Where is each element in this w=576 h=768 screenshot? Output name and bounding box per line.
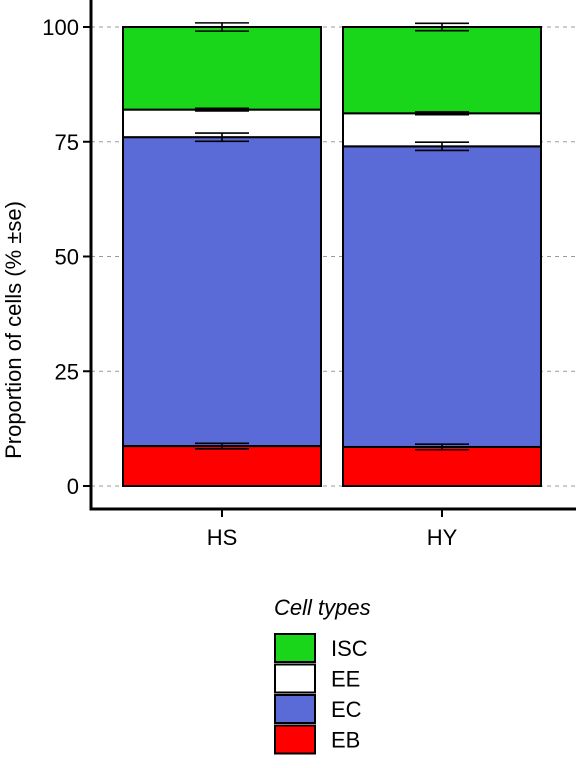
legend-item-EE: EE — [275, 665, 360, 693]
legend: ISC EE EC EB — [275, 634, 368, 754]
y-tick-label-50: 50 — [55, 245, 79, 270]
bar-HY-EE — [343, 113, 541, 146]
legend-label-EC: EC — [331, 697, 362, 722]
legend-key-ISC — [275, 634, 315, 662]
legend-label-EE: EE — [331, 667, 360, 692]
bar-HY-EC — [343, 146, 541, 447]
legend-key-EE — [275, 665, 315, 693]
y-tick-label-25: 25 — [55, 359, 79, 384]
legend-label-EB: EB — [331, 728, 360, 753]
bar-HS-ISC — [123, 27, 321, 110]
legend-title: Cell types — [274, 595, 371, 620]
y-tick-label-0: 0 — [67, 474, 79, 499]
y-tick-label-100: 100 — [42, 15, 79, 40]
legend-label-ISC: ISC — [331, 636, 368, 661]
bar-HY-ISC — [343, 27, 541, 113]
legend-item-EB: EB — [275, 726, 360, 754]
bar-HS-EC — [123, 137, 321, 446]
legend-item-EC: EC — [275, 695, 362, 723]
x-tick-label-HY: HY — [427, 525, 458, 550]
legend-item-ISC: ISC — [275, 634, 368, 662]
bar-HS-EB — [123, 446, 321, 486]
legend-key-EC — [275, 695, 315, 723]
y-axis-title: Proportion of cells (% ±se) — [1, 201, 26, 459]
x-tick-label-HS: HS — [207, 525, 238, 550]
y-tick-label-75: 75 — [55, 130, 79, 155]
bar-HY-EB — [343, 447, 541, 486]
legend-key-EB — [275, 726, 315, 754]
